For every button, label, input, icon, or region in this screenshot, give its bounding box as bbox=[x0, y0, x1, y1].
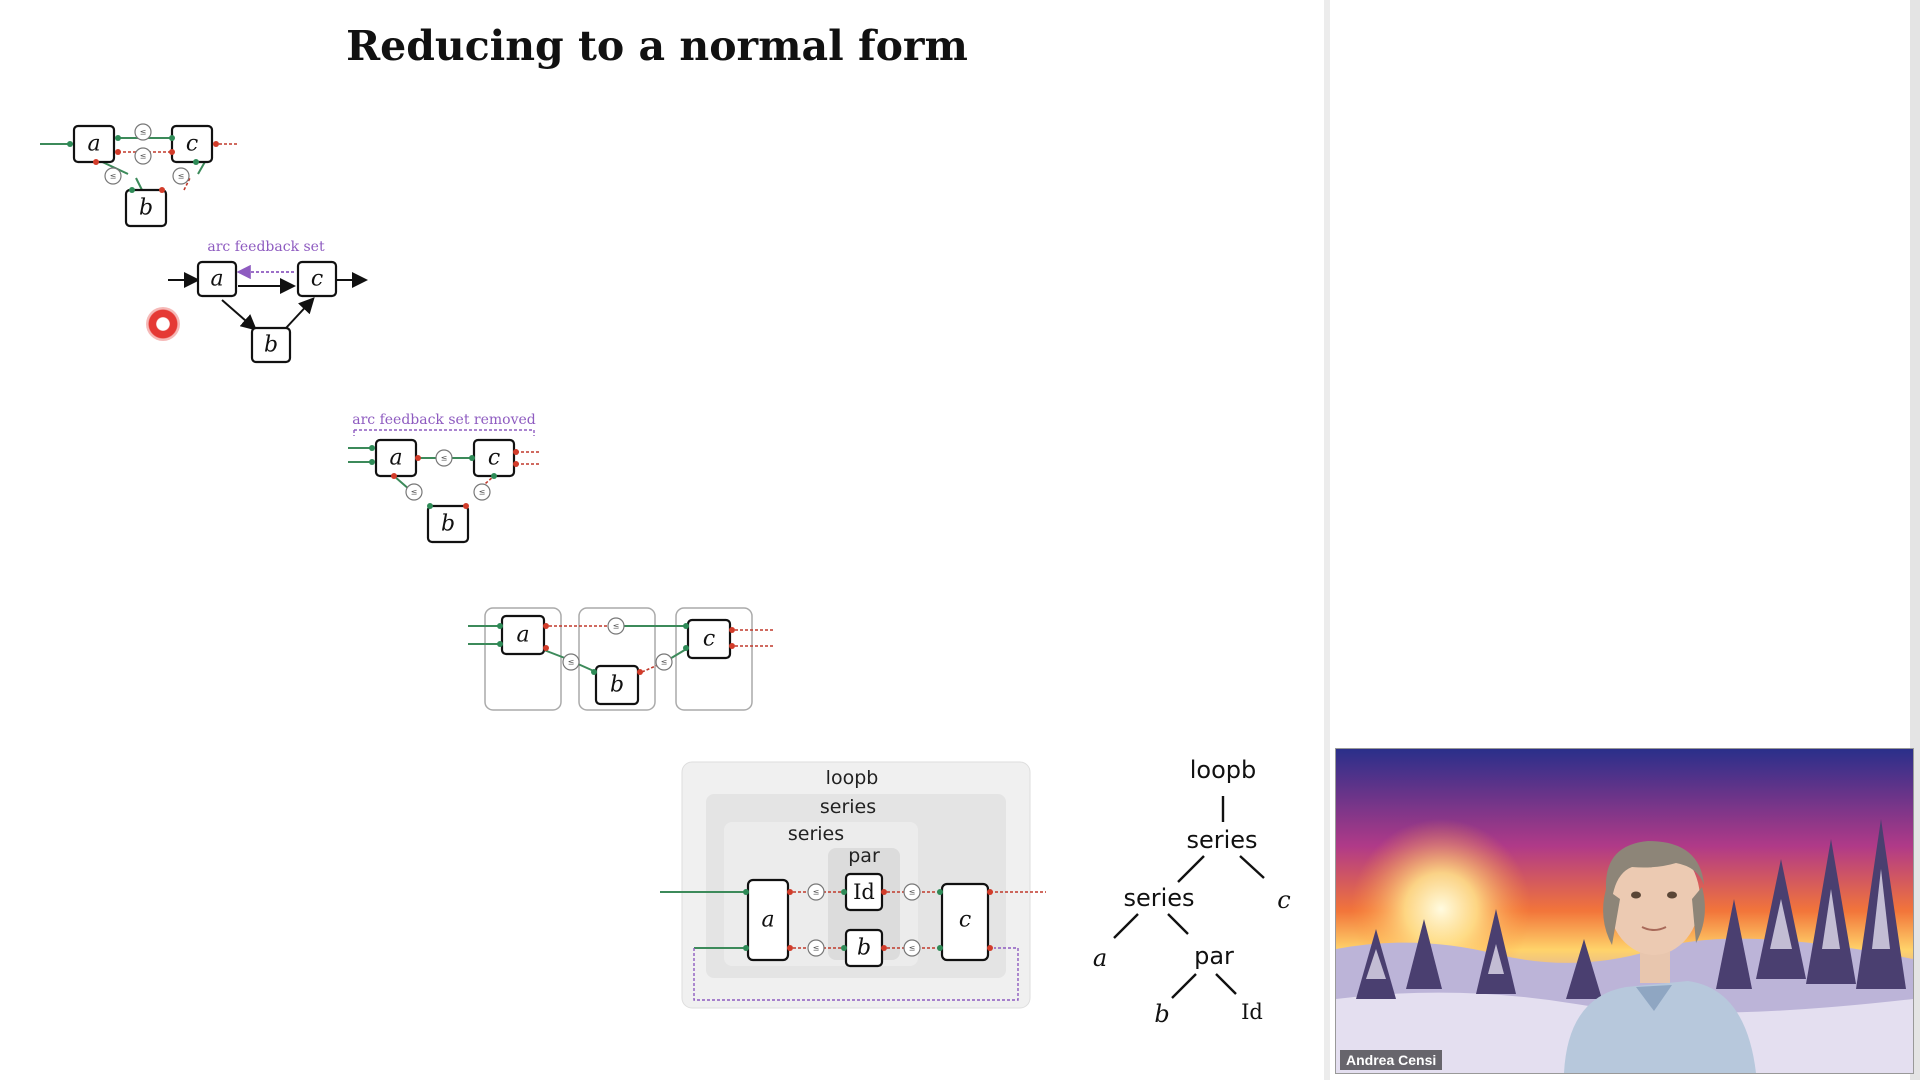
svg-text:≤: ≤ bbox=[909, 888, 916, 897]
grouped-node-a-label: a bbox=[516, 623, 529, 648]
node-c-box bbox=[170, 124, 214, 164]
removed-node-c-label: c bbox=[488, 446, 500, 471]
grouped-node-a bbox=[500, 614, 546, 656]
window-edge bbox=[1910, 0, 1920, 1080]
svg-text:≤: ≤ bbox=[479, 488, 486, 497]
annot-node-c-label: c bbox=[959, 908, 971, 933]
svg-text:≤: ≤ bbox=[909, 944, 916, 953]
annot-node-id-label: Id bbox=[853, 880, 875, 904]
annot-node-b-label: b bbox=[857, 936, 871, 961]
annot-par-label: par bbox=[848, 845, 880, 867]
graph-node-c-label: c bbox=[311, 267, 323, 292]
node-b-box bbox=[124, 188, 168, 228]
normal-form-tree: loopb series c series a par b Id bbox=[1093, 756, 1291, 1028]
arc-feedback-graph: arc feedback set a c b bbox=[168, 239, 368, 364]
node-c-label: c bbox=[186, 132, 198, 157]
svg-text:≤: ≤ bbox=[568, 658, 575, 667]
svg-text:≤: ≤ bbox=[441, 454, 448, 463]
grouped-node-b-label: b bbox=[610, 673, 624, 698]
svg-text:≤: ≤ bbox=[110, 172, 117, 181]
annot-loopb-label: loopb bbox=[826, 767, 879, 789]
svg-text:≤: ≤ bbox=[813, 944, 820, 953]
slide-canvas: Reducing to a normal form ≤ ≤ ≤ ≤ a c b … bbox=[40, 22, 1291, 1028]
graph-node-c bbox=[296, 260, 338, 298]
node-b-label: b bbox=[139, 196, 153, 221]
annot-node-c bbox=[940, 882, 990, 962]
tree-root-loopb: loopb bbox=[1190, 756, 1257, 784]
participant-video-tile[interactable]: Andrea Censi bbox=[1335, 748, 1914, 1074]
tree-node-par: par bbox=[1194, 942, 1234, 970]
laser-pointer-cursor bbox=[146, 307, 180, 341]
tree-node-series-1: series bbox=[1186, 826, 1257, 854]
svg-text:≤: ≤ bbox=[411, 488, 418, 497]
video-frame bbox=[1336, 749, 1913, 1073]
annotated-normal-form-diagram: loopb series series par ≤ ≤ ≤ ≤ a Id b c bbox=[660, 761, 1046, 1009]
tree-leaf-a: a bbox=[1093, 944, 1107, 972]
graph-node-b-label: b bbox=[264, 333, 278, 358]
tree-node-series-2: series bbox=[1123, 884, 1194, 912]
slide-title: Reducing to a normal form bbox=[346, 22, 968, 70]
removed-node-b bbox=[426, 504, 470, 544]
removed-node-a-label: a bbox=[389, 446, 402, 471]
removed-node-b-label: b bbox=[441, 512, 455, 537]
tree-leaf-c: c bbox=[1277, 886, 1290, 914]
grouped-node-c-label: c bbox=[703, 627, 715, 652]
feedback-removed-diagram: arc feedback set removed ≤ ≤ ≤ a c b bbox=[348, 412, 540, 544]
grouped-node-c bbox=[686, 618, 732, 660]
participant-name: Andrea Censi bbox=[1340, 1050, 1443, 1070]
svg-text:≤: ≤ bbox=[140, 128, 147, 137]
grouped-node-b bbox=[594, 664, 640, 706]
annot-node-a-label: a bbox=[761, 908, 774, 933]
panel-divider[interactable] bbox=[1324, 0, 1330, 1080]
graph-node-a-label: a bbox=[210, 267, 223, 292]
graph-node-a bbox=[196, 260, 238, 298]
annot-series-outer-label: series bbox=[820, 796, 876, 818]
svg-text:≤: ≤ bbox=[178, 172, 185, 181]
feedback-removed-caption: arc feedback set removed bbox=[352, 412, 536, 428]
annot-series-inner-label: series bbox=[788, 823, 844, 845]
svg-text:≤: ≤ bbox=[140, 152, 147, 161]
svg-text:≤: ≤ bbox=[813, 888, 820, 897]
svg-text:≤: ≤ bbox=[661, 658, 668, 667]
annot-node-a bbox=[746, 878, 790, 962]
tree-leaf-id: Id bbox=[1241, 1000, 1263, 1024]
graph-node-b bbox=[250, 326, 292, 364]
grouped-blocks-diagram: ≤ ≤ ≤ a b c bbox=[468, 607, 774, 711]
node-a-label: a bbox=[87, 132, 100, 157]
arc-feedback-caption: arc feedback set bbox=[207, 239, 325, 255]
svg-text:≤: ≤ bbox=[613, 622, 620, 631]
codesign-diagram-original: ≤ ≤ ≤ ≤ a c b bbox=[40, 123, 238, 228]
tree-leaf-b: b bbox=[1154, 1000, 1169, 1028]
